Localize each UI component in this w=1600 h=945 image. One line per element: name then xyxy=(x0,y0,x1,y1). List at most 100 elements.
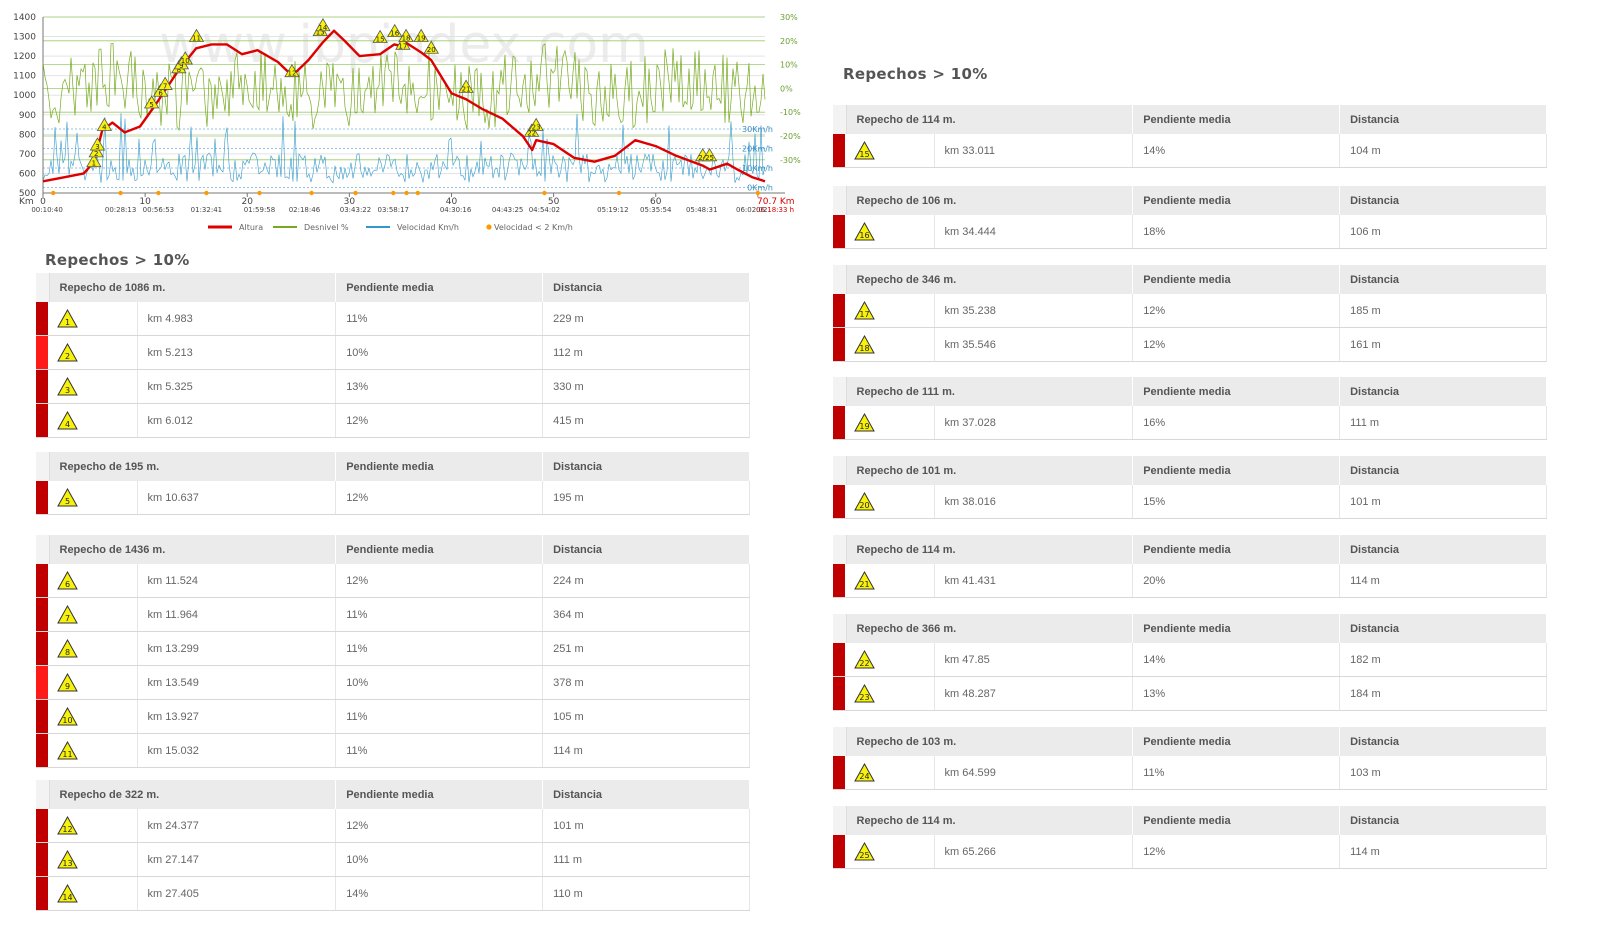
climb-row[interactable]: 14 km 27.405 14% 110 m xyxy=(36,876,750,911)
climb-row[interactable]: 4 km 6.012 12% 415 m xyxy=(36,403,750,438)
climb-row[interactable]: 12 km 24.377 12% 101 m xyxy=(36,809,750,843)
x-end-label: 70.7 Km xyxy=(757,197,795,207)
climb-group-header: Repecho de 114 m. Pendiente media Distanci… xyxy=(833,105,1547,134)
climb-row[interactable]: 8 km 13.299 11% 251 m xyxy=(36,631,750,666)
climb-distance: 103 m xyxy=(1339,756,1547,790)
time-tick-label: 02:18:46 xyxy=(289,206,321,214)
climb-row[interactable]: 15 km 33.011 14% 104 m xyxy=(833,134,1547,168)
climb-km: km 48.287 xyxy=(934,676,1134,711)
climb-marker: 8 xyxy=(49,631,138,666)
climb-marker-label: 13 xyxy=(316,29,325,37)
gradient-color-bar xyxy=(36,665,49,700)
pendiente-header: Pendiente media xyxy=(335,452,544,481)
climb-marker-triangle xyxy=(413,28,429,42)
warning-triangle-icon: 19 xyxy=(854,413,875,432)
climb-distance: 378 m xyxy=(542,665,750,700)
gradient-color-bar xyxy=(36,564,49,598)
climb-gradient: 11% xyxy=(335,631,544,666)
stop-point xyxy=(118,190,123,196)
climb-marker-label: 10 xyxy=(181,57,190,65)
svg-text:3: 3 xyxy=(65,386,70,395)
stop-point xyxy=(353,190,358,196)
y-tick-label: 1000 xyxy=(13,91,36,101)
climb-group-name: Repecho de 1436 m. xyxy=(49,535,337,564)
climb-gradient: 12% xyxy=(335,403,544,438)
svg-text:1: 1 xyxy=(65,318,70,327)
climb-row[interactable]: 25 km 65.266 12% 114 m xyxy=(833,835,1547,869)
time-tick-label: 04:30:16 xyxy=(440,206,472,214)
climb-row[interactable]: 17 km 35.238 12% 185 m xyxy=(833,294,1547,328)
climb-row[interactable]: 2 km 5.213 10% 112 m xyxy=(36,335,750,370)
climb-row[interactable]: 6 km 11.524 12% 224 m xyxy=(36,564,750,598)
climb-row[interactable]: 7 km 11.964 11% 364 m xyxy=(36,597,750,632)
climb-marker-triangle xyxy=(157,76,173,90)
warning-triangle-icon: 7 xyxy=(57,605,78,624)
x-tick-label: 10 xyxy=(139,197,151,207)
climb-group-table: Repecho de 1436 m. Pendiente media Distanc… xyxy=(36,535,750,768)
climb-group-table: Repecho de 346 m. Pendiente media Distanci… xyxy=(833,265,1547,362)
climb-row[interactable]: 23 km 48.287 13% 184 m xyxy=(833,676,1547,711)
warning-triangle-icon: 13 xyxy=(57,850,78,869)
climb-marker: 12 xyxy=(49,809,138,843)
climb-marker: 25 xyxy=(846,835,935,869)
time-tick-label: 05:35:54 xyxy=(640,206,672,214)
climb-row[interactable]: 9 km 13.549 10% 378 m xyxy=(36,665,750,700)
climb-row[interactable]: 19 km 37.028 16% 111 m xyxy=(833,406,1547,440)
climb-group-header: Repecho de 111 m. Pendiente media Distanci… xyxy=(833,377,1547,406)
climb-row[interactable]: 5 km 10.637 12% 195 m xyxy=(36,481,750,515)
climb-group-table: Repecho de 1086 m. Pendiente media Distanc… xyxy=(36,273,750,438)
y-tick-label: 500 xyxy=(19,189,36,199)
svg-text:17: 17 xyxy=(859,310,869,319)
warning-triangle-icon: 8 xyxy=(57,639,78,658)
climb-gradient: 12% xyxy=(1132,327,1341,362)
climb-group-name: Repecho de 101 m. xyxy=(846,456,1134,485)
climb-row[interactable]: 3 km 5.325 13% 330 m xyxy=(36,369,750,404)
climb-row[interactable]: 10 km 13.927 11% 105 m xyxy=(36,699,750,734)
climb-distance: 112 m xyxy=(542,335,750,370)
climb-km: km 38.016 xyxy=(934,485,1134,519)
stop-point xyxy=(404,190,409,196)
speed-tick-label: 30Km/h xyxy=(742,125,773,134)
climb-row[interactable]: 20 km 38.016 15% 101 m xyxy=(833,485,1547,519)
climb-row[interactable]: 11 km 15.032 11% 114 m xyxy=(36,733,750,768)
climb-row[interactable]: 22 km 47.85 14% 182 m xyxy=(833,643,1547,677)
climb-group-table: Repecho de 106 m. Pendiente media Distanci… xyxy=(833,186,1547,249)
climb-group-table: Repecho de 114 m. Pendiente media Distanci… xyxy=(833,105,1547,168)
climb-group-header: Repecho de 106 m. Pendiente media Distanci… xyxy=(833,186,1547,215)
climb-marker-label: 6 xyxy=(158,89,163,97)
warning-triangle-icon: 10 xyxy=(57,707,78,726)
climb-row[interactable]: 18 km 35.546 12% 161 m xyxy=(833,327,1547,362)
svg-text:6: 6 xyxy=(65,580,70,589)
climb-distance: 111 m xyxy=(1339,406,1547,440)
climb-group-table: Repecho de 111 m. Pendiente media Distanci… xyxy=(833,377,1547,440)
stop-point xyxy=(391,190,396,196)
climb-marker-label: 24 xyxy=(698,154,707,162)
distancia-header: Distancia xyxy=(1339,456,1547,485)
climb-row[interactable]: 16 km 34.444 18% 106 m xyxy=(833,215,1547,249)
climb-marker-triangle xyxy=(372,29,388,43)
climb-marker-label: 16 xyxy=(390,30,399,38)
speed-series-line xyxy=(42,113,766,184)
climb-km: km 33.011 xyxy=(934,134,1134,168)
svg-text:24: 24 xyxy=(859,772,869,781)
stop-point xyxy=(415,190,420,196)
gradient-color-bar xyxy=(833,294,846,328)
climb-marker-triangle xyxy=(86,153,102,168)
climb-marker: 4 xyxy=(49,403,138,438)
stop-point xyxy=(542,190,547,196)
climb-row[interactable]: 13 km 27.147 10% 111 m xyxy=(36,842,750,877)
climb-row[interactable]: 24 km 64.599 11% 103 m xyxy=(833,756,1547,790)
pendiente-header: Pendiente media xyxy=(1132,186,1341,215)
climb-distance: 101 m xyxy=(1339,485,1547,519)
climb-distance: 251 m xyxy=(542,631,750,666)
gradient-color-bar xyxy=(833,676,846,711)
climb-km: km 37.028 xyxy=(934,406,1134,440)
climb-km: km 11.964 xyxy=(137,597,337,632)
climb-row[interactable]: 1 km 4.983 11% 229 m xyxy=(36,302,750,336)
climb-row[interactable]: 21 km 41.431 20% 114 m xyxy=(833,564,1547,598)
climb-marker-triangle xyxy=(284,63,300,78)
climb-gradient: 14% xyxy=(1132,643,1341,677)
gradient-color-bar xyxy=(36,842,49,877)
climb-gradient: 12% xyxy=(1132,294,1341,328)
climb-gradient: 12% xyxy=(1132,835,1341,869)
